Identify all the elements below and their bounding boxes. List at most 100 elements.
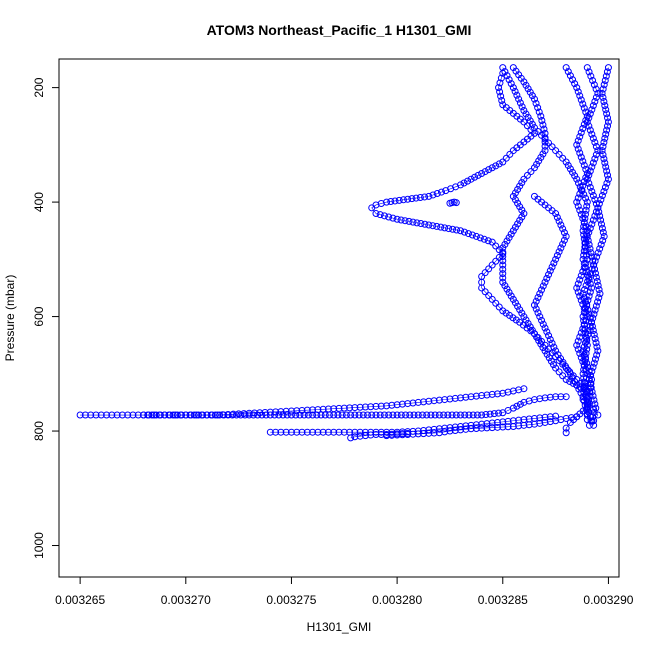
data-point	[483, 420, 491, 428]
data-point	[597, 216, 605, 224]
data-point	[583, 302, 591, 310]
data-point	[585, 310, 593, 318]
data-point	[416, 194, 424, 202]
data-point	[586, 288, 594, 296]
y-axis: 200 400 600 800 1000	[32, 77, 59, 559]
data-point	[404, 400, 412, 408]
data-point	[469, 411, 477, 419]
data-point	[562, 376, 570, 384]
data-point	[444, 411, 452, 419]
data-point	[589, 216, 597, 224]
data-point	[364, 411, 372, 419]
data-point	[485, 166, 493, 174]
data-point	[520, 118, 528, 126]
data-point	[258, 411, 266, 419]
data-point	[118, 411, 126, 419]
data-point	[583, 202, 591, 210]
data-point	[560, 229, 568, 237]
x-tick-label: 0.003285	[478, 593, 528, 607]
data-point	[598, 224, 606, 232]
y-axis-label: Pressure (mbar)	[3, 275, 17, 362]
data-point	[592, 151, 600, 159]
data-point	[435, 411, 443, 419]
data-point	[385, 411, 393, 419]
data-point	[586, 245, 594, 253]
data-point	[314, 428, 322, 436]
data-point	[351, 404, 359, 412]
data-point	[541, 138, 549, 146]
data-point	[601, 102, 609, 110]
data-point	[498, 96, 506, 104]
data-point	[518, 213, 526, 221]
data-point	[538, 316, 546, 324]
data-point	[586, 183, 594, 191]
data-point	[530, 95, 538, 103]
data-point	[575, 385, 583, 393]
data-point	[579, 370, 587, 378]
data-point	[524, 113, 532, 121]
series-5	[579, 64, 602, 429]
data-point	[511, 189, 519, 197]
data-point	[427, 411, 435, 419]
data-point	[535, 108, 543, 116]
data-point	[207, 411, 215, 419]
data-point	[387, 198, 395, 206]
data-point	[591, 355, 599, 363]
data-point	[579, 347, 587, 355]
data-point	[292, 411, 300, 419]
data-point	[597, 241, 605, 249]
data-point	[576, 92, 584, 100]
data-point	[585, 376, 593, 384]
data-point	[287, 428, 295, 436]
data-point	[233, 411, 241, 419]
data-point	[562, 393, 570, 401]
data-point	[576, 190, 584, 198]
data-point	[446, 395, 454, 403]
data-point	[129, 411, 137, 419]
data-point	[423, 411, 431, 419]
data-point	[499, 265, 507, 273]
data-point	[516, 182, 524, 190]
data-point	[430, 397, 438, 405]
data-point	[393, 215, 401, 223]
data-point	[584, 363, 592, 371]
data-point	[595, 286, 603, 294]
data-point	[377, 402, 385, 410]
data-point	[586, 314, 594, 322]
data-point	[600, 187, 608, 195]
data-point	[468, 231, 476, 239]
data-point	[367, 403, 375, 411]
data-point	[173, 411, 181, 419]
data-point	[589, 102, 597, 110]
data-point	[453, 226, 461, 234]
data-point	[579, 182, 587, 190]
data-point	[526, 323, 534, 331]
data-point	[228, 411, 236, 419]
data-point	[552, 210, 560, 218]
data-point	[600, 81, 608, 89]
data-point	[593, 277, 601, 285]
data-point	[518, 309, 526, 317]
data-point	[509, 422, 517, 430]
data-point	[499, 244, 507, 252]
data-point	[603, 68, 611, 76]
data-point	[124, 411, 132, 419]
data-point	[277, 408, 285, 416]
data-point	[412, 194, 420, 202]
data-point	[465, 411, 473, 419]
data-point	[587, 249, 595, 257]
data-point	[580, 223, 588, 231]
data-point	[220, 411, 228, 419]
data-point	[451, 423, 459, 431]
data-point	[592, 85, 600, 93]
data-point	[589, 159, 597, 167]
data-point	[483, 391, 491, 399]
data-point	[527, 168, 535, 176]
x-tick-label: 0.003270	[161, 593, 211, 607]
data-point	[589, 326, 597, 334]
data-point	[580, 294, 588, 302]
data-point	[457, 422, 465, 430]
data-point	[178, 411, 186, 419]
data-point	[462, 393, 470, 401]
data-point	[503, 285, 511, 293]
